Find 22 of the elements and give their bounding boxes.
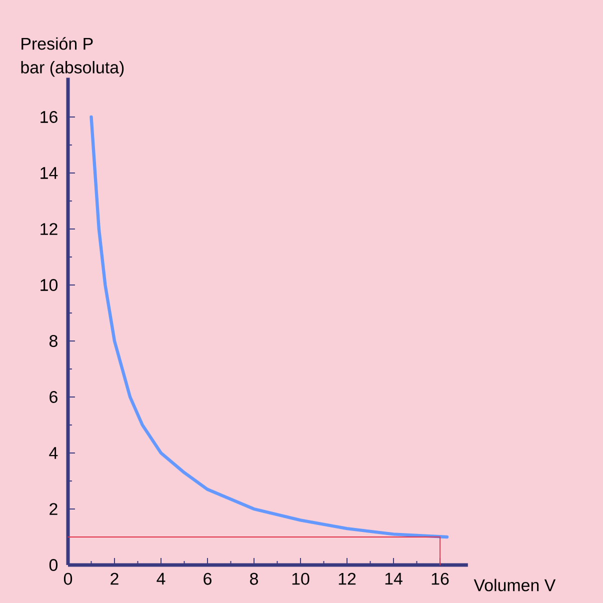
line-series bbox=[90, 115, 449, 539]
y-tick-label: 16 bbox=[40, 110, 58, 123]
text: bar (absoluta) bbox=[21, 61, 124, 77]
y-tick-label: 6 bbox=[50, 390, 58, 403]
x-tick-label: 4 bbox=[156, 572, 166, 584]
y-tick-label: 4 bbox=[49, 447, 58, 459]
x-tick-label: 12 bbox=[338, 572, 356, 585]
x-tick-label: 0 bbox=[64, 572, 72, 585]
y-tick-label: 14 bbox=[40, 167, 58, 179]
x-tick-label: 14 bbox=[385, 572, 402, 584]
x-tick-label: 8 bbox=[250, 572, 258, 585]
y-tick-label: 10 bbox=[40, 278, 58, 291]
y-axis-title: Presión P bbox=[22, 37, 93, 50]
x-tick-label: 16 bbox=[432, 572, 449, 585]
y-tick-label: 2 bbox=[50, 503, 58, 515]
x-tick-label: 10 bbox=[292, 572, 310, 585]
x-axis-title: Volumen V bbox=[474, 578, 556, 592]
x-tick-label: 2 bbox=[110, 572, 118, 585]
x-tick-label: 6 bbox=[204, 572, 212, 585]
y-tick-label: 0 bbox=[49, 559, 58, 571]
y-tick-label: 12 bbox=[40, 223, 58, 235]
y-tick-label: 8 bbox=[49, 334, 58, 347]
